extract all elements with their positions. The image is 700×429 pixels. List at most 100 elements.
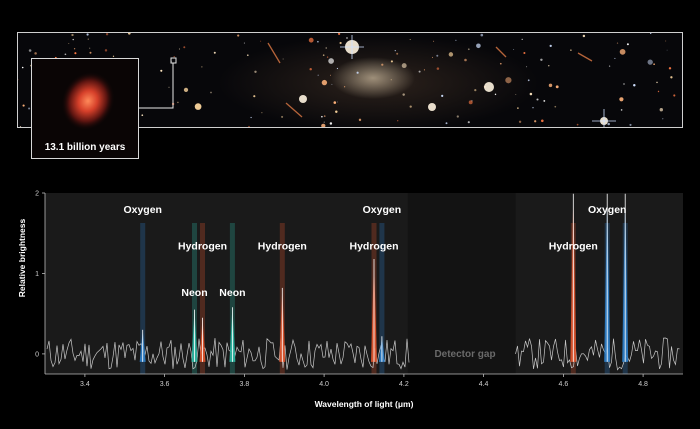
galaxy-dot xyxy=(390,60,393,63)
galaxy-dot xyxy=(329,74,332,76)
galaxy-dot xyxy=(323,115,326,117)
galaxy-dot xyxy=(104,49,108,52)
galaxy-dot xyxy=(467,121,470,124)
galaxy-dot xyxy=(333,101,337,104)
emission-band xyxy=(192,223,197,374)
x-tick-label: 3.8 xyxy=(240,381,250,388)
galaxy-dot xyxy=(253,95,256,98)
galaxy-dot xyxy=(521,38,523,41)
galaxy-dot xyxy=(325,47,327,49)
galaxy-dot xyxy=(254,70,257,73)
galaxy-dot xyxy=(281,115,284,118)
galaxy-dot xyxy=(260,40,262,42)
galaxy-dot xyxy=(89,47,91,49)
galaxy-dot xyxy=(445,122,448,125)
callout-line xyxy=(139,63,174,109)
bright-galaxy xyxy=(428,103,436,111)
galaxy-dot xyxy=(22,104,25,107)
galaxy-dot xyxy=(329,122,333,125)
element-label: Hydrogen xyxy=(258,240,307,252)
galaxy-dot xyxy=(665,40,667,42)
galaxy-dot xyxy=(210,91,212,94)
x-tick-label: 4.6 xyxy=(559,381,569,388)
element-label: Oxygen xyxy=(588,204,627,216)
lensed-arc xyxy=(495,46,507,58)
galaxy-dot xyxy=(468,100,473,105)
galaxy-dot xyxy=(541,119,544,123)
emission-band xyxy=(200,223,205,374)
inset-caption: 13.1 billion years xyxy=(44,142,126,153)
galaxy-dot xyxy=(28,107,31,110)
galaxy-dot xyxy=(582,34,586,38)
galaxy-dot xyxy=(436,67,440,70)
galaxy-dot xyxy=(526,66,528,68)
galaxy-dot xyxy=(331,83,333,85)
galaxy-dot xyxy=(523,51,526,55)
galaxy-dot xyxy=(554,105,557,108)
galaxy-dot xyxy=(250,116,252,119)
galaxy-dot xyxy=(431,56,434,58)
galaxy-dot xyxy=(201,66,203,68)
emission-band xyxy=(140,223,146,374)
galaxy-dot xyxy=(178,48,181,50)
galaxy-dot xyxy=(339,41,342,45)
galaxy-dot xyxy=(623,83,625,85)
element-label: Oxygen xyxy=(363,204,402,216)
galaxy-dot xyxy=(86,33,89,36)
galaxy-dot xyxy=(409,38,411,41)
galaxy-dot xyxy=(534,120,537,123)
y-axis-title: Relative brightness xyxy=(17,219,27,298)
bright-galaxy xyxy=(299,95,307,103)
distant-galaxy xyxy=(61,71,115,131)
bright-galaxy xyxy=(484,82,494,92)
galaxy-dot xyxy=(657,90,660,93)
galaxy-dot xyxy=(160,69,163,72)
galaxy-dot xyxy=(464,58,467,62)
galaxy-dot xyxy=(336,67,338,70)
galaxy-dot xyxy=(455,39,457,42)
galaxy-dot xyxy=(321,123,326,127)
galaxy-dot xyxy=(543,99,546,102)
galaxy-dot xyxy=(629,123,632,126)
galaxy-dot xyxy=(381,63,384,66)
galaxy-dot xyxy=(548,65,550,67)
galaxy-dot xyxy=(177,101,179,104)
galaxy-dot xyxy=(515,94,517,95)
galaxy-dot xyxy=(337,33,341,36)
y-tick-label: 1 xyxy=(35,271,39,278)
galaxy-dot xyxy=(28,49,32,52)
galaxy-dot xyxy=(441,94,444,98)
element-label: Hydrogen xyxy=(549,240,598,252)
galaxy-dot xyxy=(653,63,655,66)
galaxy-dot xyxy=(467,48,470,51)
galaxy-dot xyxy=(616,42,619,44)
galaxy-dot xyxy=(402,93,405,96)
galaxy-dot xyxy=(670,76,673,79)
galaxy-dot xyxy=(433,40,435,42)
galaxy-dot xyxy=(505,77,512,84)
galaxy-dot xyxy=(243,42,245,44)
galaxy-dot xyxy=(71,33,74,37)
galaxy-dot xyxy=(73,48,76,50)
element-label: Hydrogen xyxy=(349,240,398,252)
x-axis-title: Wavelength of light (μm) xyxy=(315,399,414,409)
galaxy-dot xyxy=(549,44,552,48)
galaxy-dot xyxy=(448,52,454,57)
galaxy-dot xyxy=(21,66,24,69)
galaxy-dot xyxy=(194,103,202,110)
galaxy-dot xyxy=(64,53,67,56)
galaxy-dot xyxy=(74,52,77,55)
galaxy-dot xyxy=(390,79,392,81)
galaxy-dot xyxy=(337,101,339,103)
galaxy-dot xyxy=(656,81,658,84)
galaxy-dot xyxy=(476,43,481,49)
galaxy-dot xyxy=(248,125,250,127)
element-label: Neon xyxy=(219,287,245,299)
galaxy-dot xyxy=(396,52,399,55)
emission-band xyxy=(379,223,385,374)
element-label: Oxygen xyxy=(123,204,162,216)
galaxy-dot xyxy=(19,126,22,127)
galaxy-dot xyxy=(335,110,338,113)
